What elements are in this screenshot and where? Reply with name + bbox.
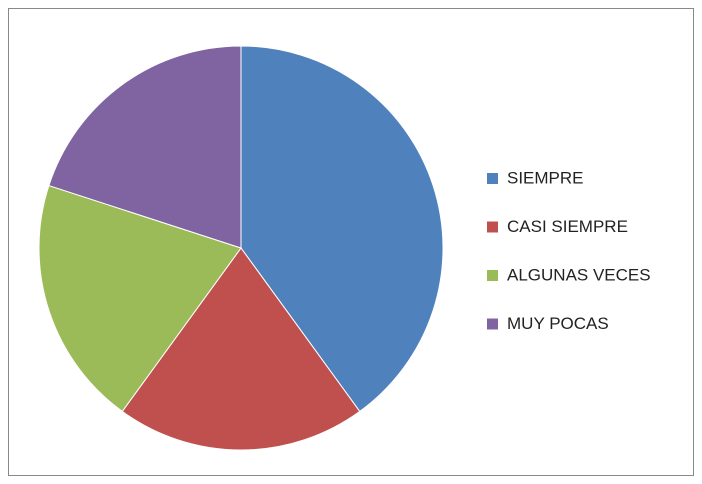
legend-label: ALGUNAS VECES: [507, 265, 651, 284]
pie-slice: [240, 45, 444, 413]
legend-swatch: [487, 318, 498, 330]
legend-label: CASI SIEMPRE: [507, 217, 628, 236]
pie-slice: [48, 45, 242, 249]
legend-swatch: [487, 221, 498, 233]
pie-slice: [38, 184, 242, 413]
legend-swatch: [487, 173, 498, 184]
pie-slice: [121, 247, 361, 451]
legend-label: MUY POCAS: [507, 314, 609, 333]
legend-swatch: [487, 270, 498, 281]
legend-label: SIEMPRE: [507, 168, 584, 187]
